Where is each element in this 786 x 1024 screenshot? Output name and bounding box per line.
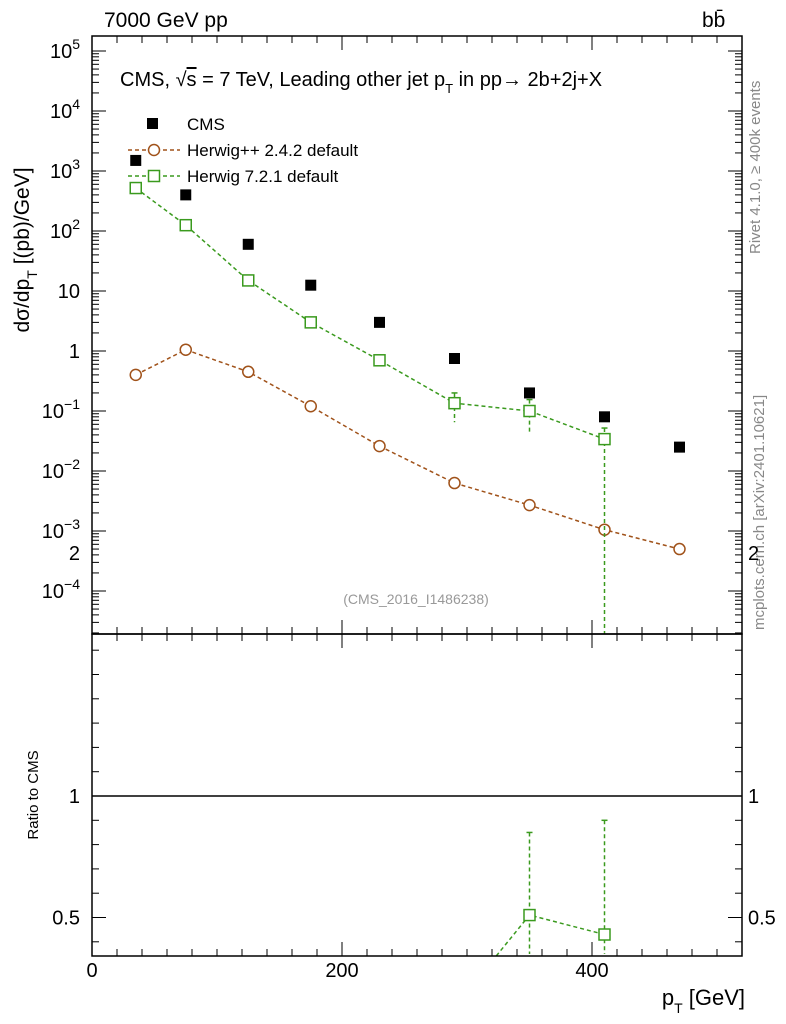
herwigpp-data-point bbox=[673, 542, 686, 556]
herwig7-data-point bbox=[598, 432, 611, 446]
legend-cms-label: CMS bbox=[187, 115, 225, 134]
herwig7-data-point bbox=[448, 396, 461, 410]
ratio-y-tick-label-left: 0.5 bbox=[52, 908, 80, 930]
main-y-tick-label: 105 bbox=[50, 36, 80, 63]
herwig7-data-point bbox=[129, 181, 142, 195]
cms-data-point bbox=[449, 352, 460, 364]
main-y-tick-label: 10 bbox=[58, 281, 80, 303]
ratio-herwig7-data-point bbox=[598, 928, 611, 941]
ratio-data-series bbox=[495, 819, 611, 957]
herwigpp-data-point bbox=[373, 439, 386, 453]
legend-herwig7-marker bbox=[147, 169, 161, 183]
mcplots-label: mcplots.cern.ch [arXiv:2401.10621] bbox=[751, 395, 768, 630]
herwig7-data-point bbox=[242, 274, 255, 287]
main-y-tick-label: 10−1 bbox=[42, 396, 80, 423]
ratio-y-tick-label-left: 2 bbox=[69, 543, 80, 565]
main-y-tick-label: 1 bbox=[69, 341, 80, 363]
ratio-y-tick-label-left: 1 bbox=[69, 786, 80, 808]
legend-herwig7-label: Herwig 7.2.1 default bbox=[187, 167, 338, 186]
main-y-tick-label: 104 bbox=[50, 96, 80, 123]
herwigpp-data-point bbox=[179, 343, 192, 356]
main-y-tick-label: 103 bbox=[50, 156, 80, 183]
main-y-tick-label: 102 bbox=[50, 216, 80, 243]
ratio-tick-labels: 0.5 0.5 1 1 2 2 0 200 400 bbox=[52, 543, 776, 982]
herwigpp-data-point bbox=[523, 498, 536, 512]
series-line-herwig7 bbox=[135, 187, 605, 440]
main-axis-ticks bbox=[91, 36, 743, 634]
herwig7-data-point bbox=[304, 316, 317, 329]
analysis-source-label: (CMS_2016_I1486238) bbox=[343, 591, 489, 607]
herwig7-data-point bbox=[373, 354, 386, 367]
chart-title: CMS, √s = 7 TeV, Leading other jet pT in… bbox=[120, 69, 602, 96]
ratio-axis-ticks bbox=[91, 634, 743, 956]
cms-data-point bbox=[305, 279, 317, 291]
main-y-axis-label: dσ/dpT [(pb)/GeV] bbox=[11, 167, 40, 332]
cms-data-point bbox=[524, 387, 535, 399]
ratio-y-tick-label-right: 2 bbox=[748, 543, 759, 565]
herwigpp-data-point bbox=[304, 399, 317, 413]
herwig7-data-point bbox=[179, 218, 192, 232]
series-line-herwigpp bbox=[135, 348, 680, 550]
ratio-panel-frame bbox=[91, 633, 743, 957]
herwig7-data-point bbox=[523, 404, 536, 418]
legend: CMS Herwig++ 2.4.2 default Herwig 7.2.1 … bbox=[128, 115, 358, 186]
herwigpp-data-point bbox=[242, 365, 255, 379]
cms-data-point bbox=[242, 238, 254, 250]
legend-herwigpp-marker bbox=[147, 143, 161, 157]
main-y-tick-label: 10−2 bbox=[42, 456, 80, 483]
ratio-herwig7-data-point bbox=[523, 908, 536, 922]
x-tick-label: 400 bbox=[575, 960, 608, 982]
ratio-y-axis-label: Ratio to CMS bbox=[25, 750, 42, 839]
cms-data-point bbox=[674, 441, 685, 453]
main-y-tick-label: 10−3 bbox=[42, 516, 80, 543]
process-label: bb̄ bbox=[702, 9, 725, 32]
x-tick-label: 0 bbox=[86, 960, 97, 982]
ratio-series-line-herwig7 bbox=[495, 914, 605, 957]
cms-data-point bbox=[180, 189, 192, 201]
rivet-version-label: Rivet 4.1.0, ≥ 400k events bbox=[747, 81, 764, 254]
x-axis-label: pT [GeV] bbox=[662, 985, 745, 1016]
herwigpp-data-point bbox=[129, 368, 142, 382]
cms-data-point bbox=[374, 316, 385, 328]
legend-herwigpp-label: Herwig++ 2.4.2 default bbox=[187, 141, 358, 160]
x-tick-label: 200 bbox=[325, 960, 358, 982]
herwigpp-data-point bbox=[448, 476, 461, 490]
cms-data-point bbox=[599, 411, 610, 423]
energy-label: 7000 GeV pp bbox=[104, 9, 228, 32]
legend-cms-marker bbox=[147, 118, 158, 129]
ratio-y-tick-label-right: 1 bbox=[748, 786, 759, 808]
cms-data-point bbox=[130, 154, 142, 166]
main-y-tick-label: 10−4 bbox=[42, 576, 80, 603]
ratio-y-tick-label-right: 0.5 bbox=[748, 908, 776, 930]
main-data-series bbox=[129, 154, 686, 634]
